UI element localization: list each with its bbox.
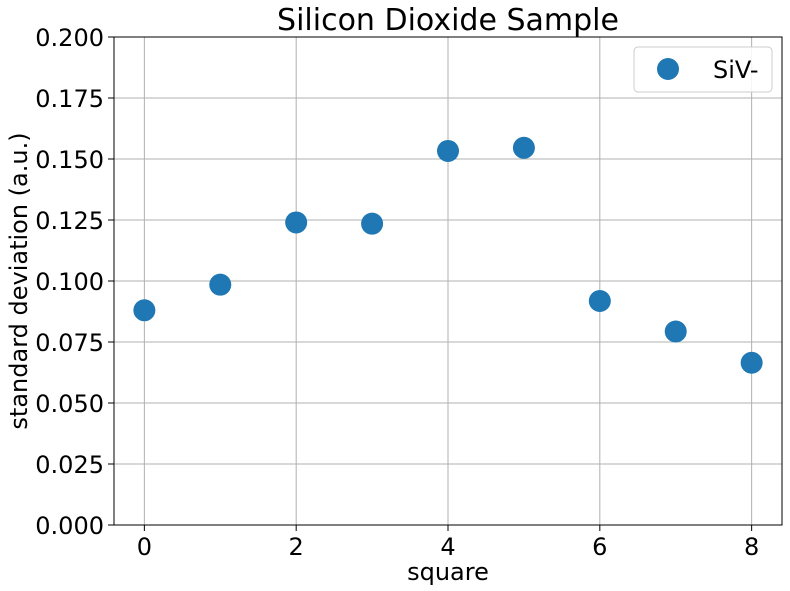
data-point [209, 273, 232, 296]
data-point [740, 351, 763, 374]
data-points [133, 136, 763, 374]
chart-title: Silicon Dioxide Sample [277, 3, 619, 38]
axis-ticks: 0 2 4 6 8 0.000 0.025 0.050 0.075 0.100 0.125 0.150… [35, 24, 759, 561]
legend-label: SiV- [713, 56, 759, 84]
y-tick-label: 0.150 [35, 146, 104, 174]
y-axis-label: standard deviation (a.u.) [5, 132, 33, 429]
y-tick-label: 0.175 [35, 85, 104, 113]
x-tick-label: 2 [289, 533, 304, 561]
y-tick-label: 0.050 [35, 390, 104, 418]
legend: SiV- [633, 46, 773, 93]
data-point [664, 320, 687, 343]
y-tick-label: 0.025 [35, 451, 104, 479]
data-point [437, 139, 459, 162]
x-axis-label: square [407, 558, 489, 586]
data-point [133, 299, 156, 322]
y-tick-label: 0.200 [35, 24, 104, 52]
legend-marker [657, 58, 679, 80]
y-tick-label: 0.075 [35, 329, 104, 357]
x-tick-label: 8 [744, 533, 759, 561]
y-tick-label: 0.125 [35, 207, 104, 235]
data-point [361, 212, 384, 235]
x-tick-label: 0 [137, 533, 152, 561]
data-point [512, 136, 535, 159]
x-tick-label: 4 [440, 533, 455, 561]
y-tick-label: 0.000 [35, 512, 104, 540]
y-tick-label: 0.100 [35, 268, 104, 296]
x-tick-label: 6 [592, 533, 607, 561]
data-point [285, 211, 308, 234]
data-point [588, 290, 611, 313]
